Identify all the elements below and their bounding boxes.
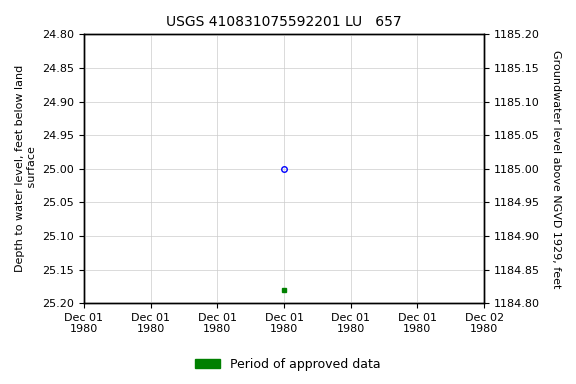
Legend: Period of approved data: Period of approved data bbox=[190, 353, 386, 376]
Title: USGS 410831075592201 LU   657: USGS 410831075592201 LU 657 bbox=[166, 15, 402, 29]
Y-axis label: Groundwater level above NGVD 1929, feet: Groundwater level above NGVD 1929, feet bbox=[551, 50, 561, 288]
Y-axis label: Depth to water level, feet below land
 surface: Depth to water level, feet below land su… bbox=[15, 65, 37, 272]
